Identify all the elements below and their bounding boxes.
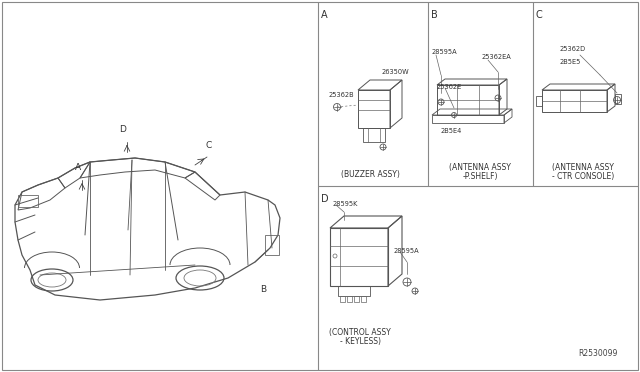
Text: 28595A: 28595A <box>394 248 420 254</box>
Text: B: B <box>260 285 266 295</box>
Text: (BUZZER ASSY): (BUZZER ASSY) <box>340 170 399 179</box>
Text: (CONTROL ASSY: (CONTROL ASSY <box>329 328 391 337</box>
Text: 2B5E5: 2B5E5 <box>560 59 581 65</box>
Bar <box>18 195 38 207</box>
Text: 25362EA: 25362EA <box>482 54 512 60</box>
Text: A: A <box>321 10 328 20</box>
Text: (ANTENNA ASSY: (ANTENNA ASSY <box>552 163 614 172</box>
Text: D: D <box>120 125 127 134</box>
Text: 28595K: 28595K <box>333 201 358 207</box>
Text: C: C <box>206 141 212 150</box>
Bar <box>542 90 607 112</box>
Text: 28595A: 28595A <box>432 49 458 55</box>
Text: A: A <box>75 163 81 172</box>
Bar <box>338 286 370 296</box>
Bar <box>536 96 542 106</box>
Bar <box>432 115 504 123</box>
Bar <box>330 228 388 286</box>
Bar <box>437 85 499 115</box>
Text: - KEYLESS): - KEYLESS) <box>339 337 381 346</box>
Text: C: C <box>536 10 543 20</box>
Text: B: B <box>431 10 438 20</box>
Text: D: D <box>321 194 328 204</box>
Bar <box>363 128 385 142</box>
Bar <box>358 90 390 128</box>
Text: 25362D: 25362D <box>560 46 586 52</box>
Text: 25362B: 25362B <box>329 92 355 98</box>
Text: 2B5E4: 2B5E4 <box>441 128 462 134</box>
Text: R2530099: R2530099 <box>579 349 618 358</box>
Bar <box>354 296 359 302</box>
Text: (ANTENNA ASSY: (ANTENNA ASSY <box>449 163 511 172</box>
Bar <box>361 296 366 302</box>
Bar <box>265 235 279 255</box>
Bar <box>347 296 352 302</box>
Bar <box>615 94 621 104</box>
Text: -P.SHELF): -P.SHELF) <box>462 172 498 181</box>
Text: - CTR CONSOLE): - CTR CONSOLE) <box>552 172 614 181</box>
Text: 25362E: 25362E <box>437 84 462 90</box>
Text: 26350W: 26350W <box>382 69 410 75</box>
Bar <box>340 296 345 302</box>
